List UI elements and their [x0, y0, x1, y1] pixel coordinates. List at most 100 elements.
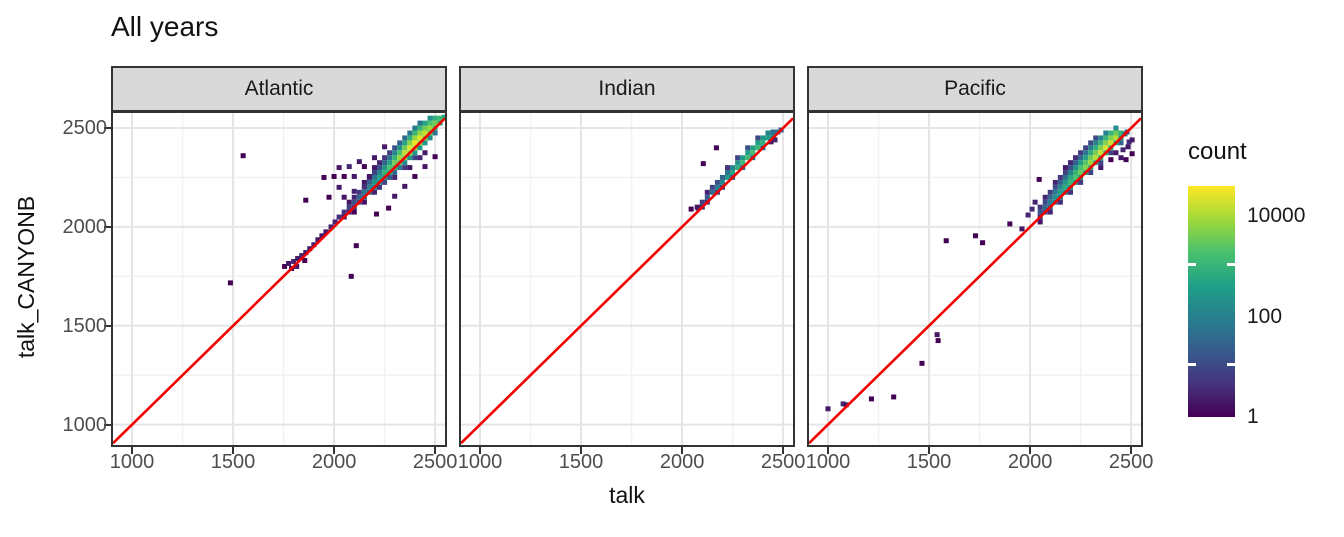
count-bin — [302, 258, 308, 263]
count-bin — [286, 261, 292, 266]
count-bin — [407, 145, 413, 151]
count-bin — [432, 120, 438, 126]
count-bin — [412, 135, 418, 141]
count-bin — [1088, 155, 1094, 161]
count-bin — [1103, 140, 1109, 146]
count-bin — [1125, 144, 1131, 150]
facet-strip-indian: Indian — [459, 66, 795, 112]
count-bin — [402, 140, 408, 146]
count-bin — [417, 145, 423, 151]
count-bin — [397, 150, 403, 156]
count-bin — [755, 140, 761, 146]
count-bin — [719, 174, 726, 180]
count-bin — [382, 155, 388, 161]
count-bin — [740, 155, 746, 161]
count-bin — [422, 130, 428, 136]
count-bin — [1067, 174, 1074, 180]
count-bin — [321, 174, 327, 180]
count-bin — [307, 246, 313, 252]
count-bin — [402, 160, 408, 166]
count-bin — [1129, 137, 1135, 143]
count-bin — [943, 238, 949, 244]
count-bin — [1108, 157, 1114, 163]
count-bin — [417, 155, 423, 161]
count-bin — [1078, 150, 1084, 156]
count-bin — [382, 144, 388, 150]
count-bin — [326, 194, 332, 200]
count-bin — [382, 160, 388, 166]
y-tick-mark — [104, 324, 111, 327]
count-bin — [1078, 179, 1084, 185]
count-bin — [361, 164, 367, 170]
count-bin — [351, 194, 357, 200]
x-tick-label: 1000 — [457, 451, 503, 473]
x-tick-mark — [232, 447, 234, 454]
count-bin — [868, 396, 874, 402]
count-bin — [1057, 189, 1063, 195]
count-bin — [371, 170, 378, 175]
count-bin — [1047, 209, 1053, 215]
count-bin — [351, 174, 357, 179]
count-bin — [1083, 150, 1089, 156]
count-bin — [755, 135, 761, 141]
x-tick-label: 1500 — [210, 451, 256, 473]
count-bin — [760, 140, 766, 146]
count-bin — [765, 130, 771, 136]
count-bin — [402, 150, 408, 156]
count-bin — [412, 130, 418, 136]
count-bin — [1103, 145, 1109, 151]
count-bin — [412, 150, 418, 156]
count-bin — [1118, 130, 1124, 136]
count-bin — [332, 219, 338, 225]
count-bin — [1042, 199, 1048, 205]
y-tick-mark — [104, 225, 111, 228]
count-bin — [386, 205, 392, 211]
count-bin — [377, 170, 383, 175]
count-bin — [745, 145, 751, 151]
count-bin — [336, 165, 342, 171]
count-bin — [1037, 219, 1043, 225]
count-bin — [351, 199, 357, 205]
count-bin — [1067, 165, 1074, 171]
count-bin — [1067, 160, 1074, 166]
count-bin — [336, 214, 342, 220]
count-bin — [366, 174, 372, 179]
count-bin — [1073, 155, 1079, 161]
count-bin — [294, 263, 300, 269]
count-bin — [1083, 165, 1089, 171]
count-bin — [1098, 135, 1104, 141]
count-bin — [1057, 184, 1063, 190]
count-bin — [709, 189, 715, 195]
count-bin — [417, 130, 423, 136]
count-bin — [371, 165, 378, 171]
count-bin — [1118, 155, 1124, 161]
count-bin — [397, 165, 403, 171]
count-bin — [427, 135, 433, 141]
count-bin — [427, 120, 433, 126]
count-bin — [387, 155, 393, 161]
count-bin — [1032, 199, 1038, 205]
count-bin — [323, 229, 329, 235]
count-bin — [441, 114, 445, 120]
count-bin — [353, 243, 359, 249]
y-tick-label: 2000 — [62, 215, 108, 238]
count-bin — [1098, 150, 1104, 156]
facet-strip-atlantic: Atlantic — [111, 66, 447, 112]
count-bin — [371, 189, 378, 195]
identity-line — [461, 117, 793, 445]
count-bin — [417, 120, 423, 126]
count-bin — [346, 199, 352, 205]
count-bin — [1093, 155, 1099, 161]
facet-strip-pacific: Pacific — [807, 66, 1143, 112]
count-bin — [437, 115, 443, 121]
count-bin — [1083, 160, 1089, 166]
count-bin — [412, 140, 418, 146]
count-bin — [1025, 212, 1031, 218]
count-bin — [336, 184, 342, 190]
count-bin — [407, 135, 413, 141]
y-tick-label: 1000 — [62, 413, 108, 436]
count-bin — [392, 193, 398, 199]
count-bin — [1047, 194, 1053, 200]
count-bin — [319, 233, 325, 239]
